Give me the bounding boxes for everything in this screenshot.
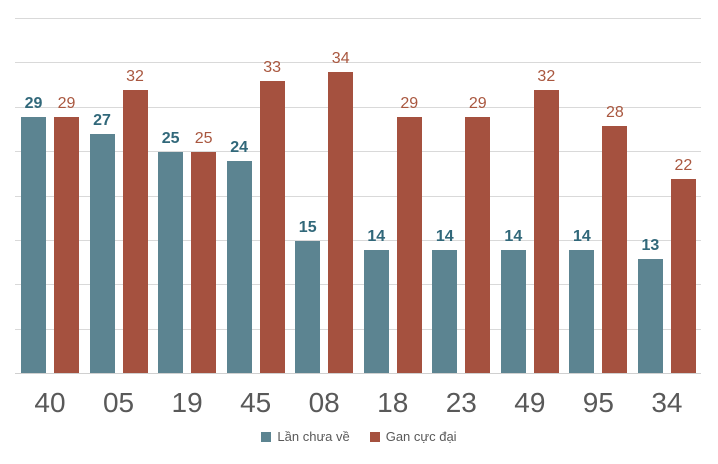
bar-group-34: 13 22 [637,19,696,374]
bar-value-label: 22 [674,156,693,174]
x-axis-labels: 40 05 19 45 08 18 23 49 95 34 [15,387,701,419]
bar-value-label: 14 [572,227,591,245]
bar-value-label: 25 [161,130,180,148]
bar-series2-05[interactable]: 32 [122,68,148,374]
x-axis-label-23: 23 [445,387,477,418]
bar-value-label: 29 [24,94,43,112]
bar-value-label: 29 [400,94,419,112]
bar-group-18: 14 29 [363,19,422,374]
x-axis-label-95: 95 [582,387,614,418]
x-axis-line [15,373,701,374]
bar-series1-05[interactable]: 27 [89,112,115,374]
bar-group-05: 27 32 [89,19,148,374]
bar-series1-45[interactable]: 24 [226,139,252,374]
gridline-10 [15,284,701,286]
bar-value-label: 13 [641,236,660,254]
bar-series2-45[interactable]: 33 [259,59,285,374]
bar-series2-95[interactable]: 28 [602,104,628,374]
bar-value-label: 24 [230,139,249,156]
bar-series2-40[interactable]: 29 [54,95,79,374]
bar-group-19: 25 25 [158,19,217,374]
bar-value-label: 14 [435,227,454,245]
bar-series1-40[interactable]: 29 [21,95,46,374]
x-axis-label-18: 18 [377,387,409,418]
gridline-5 [15,328,701,330]
bar-value-label: 29 [468,94,487,112]
bar-value-label: 32 [537,68,556,85]
gridline-25 [15,151,701,153]
bar-groups: 29 29 27 32 25 25 24 33 15 34 14 29 14 29 14 32 14 28 13 22 [15,19,701,374]
bar-series2-19[interactable]: 25 [191,130,217,374]
bar-value-label: 14 [504,227,523,245]
bar-group-23: 14 29 [432,19,491,374]
bar-series2-34[interactable]: 22 [670,157,696,374]
x-axis-label-05: 05 [102,387,135,418]
bar-value-label: 28 [605,103,624,121]
bar-group-49: 14 32 [500,19,559,374]
gridline-30 [15,106,701,108]
bar-value-label: 29 [57,94,76,112]
legend-item-gan-cuc-dai[interactable]: Gan cực đại [369,429,457,444]
plot-area: 29 29 27 32 25 25 24 33 15 34 14 29 14 29 14 32 14 28 13 22 [15,18,701,374]
gridline-40 [15,18,701,19]
x-axis-label-19: 19 [171,387,203,418]
bar-value-label: 14 [367,227,386,245]
bar-series1-34[interactable]: 13 [637,237,663,374]
gridline-35 [15,62,701,64]
bar-series1-19[interactable]: 25 [158,130,184,374]
bar-group-40: 29 29 [21,19,79,374]
gridline-15 [15,239,701,241]
bar-group-08: 15 34 [295,19,354,374]
bar-series1-23[interactable]: 14 [432,228,458,374]
x-axis-label-45: 45 [240,387,272,418]
legend-swatch-red-icon [369,431,380,442]
bar-value-label: 25 [194,130,213,148]
bar-series1-95[interactable]: 14 [569,228,595,374]
bar-value-label: 32 [126,68,144,85]
x-axis-label-34: 34 [651,387,683,418]
gridline-20 [15,195,701,197]
legend-label-gan-cuc-dai: Gan cực đại [385,429,457,444]
bar-value-label: 34 [331,50,350,68]
bar-series1-18[interactable]: 14 [363,228,389,374]
bar-value-label: 15 [298,218,317,236]
legend-label-lan-chua-ve: Lần chưa về [277,429,350,444]
x-axis-label-49: 49 [514,387,546,418]
bar-series2-49[interactable]: 32 [533,68,559,374]
bar-series1-49[interactable]: 14 [500,228,526,374]
bar-group-95: 14 28 [569,19,628,374]
bar-group-45: 24 33 [226,19,285,374]
bar-series1-08[interactable]: 15 [295,219,321,374]
bar-series2-08[interactable]: 34 [328,50,354,374]
bar-value-label: 33 [263,59,282,77]
legend-item-lan-chua-ve[interactable]: Lần chưa về [261,429,350,444]
x-axis-label-08: 08 [308,387,340,418]
bar-series2-18[interactable]: 29 [396,95,422,374]
bar-series2-23[interactable]: 29 [465,95,491,374]
legend: Lần chưa về Gan cực đại [0,429,718,444]
legend-swatch-teal-icon [261,431,272,442]
x-axis-label-40: 40 [34,387,66,418]
bar-value-label: 27 [93,112,111,130]
